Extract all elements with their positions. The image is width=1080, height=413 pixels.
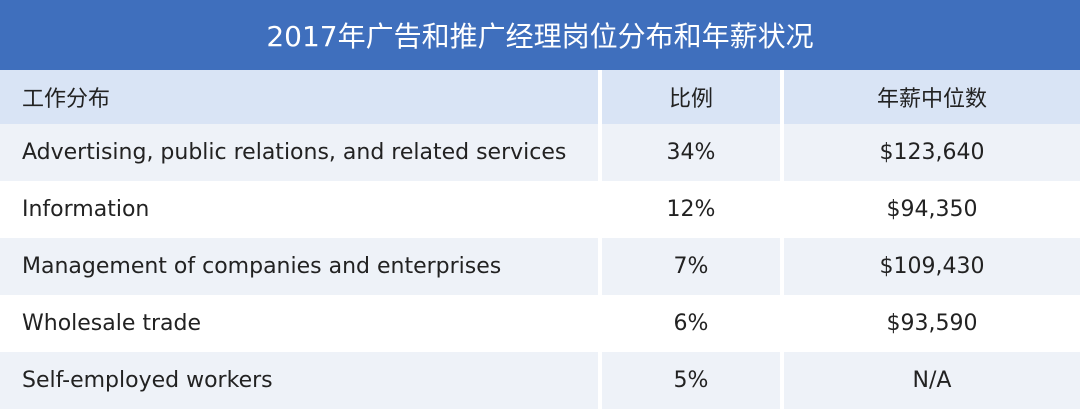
table-row: Management of companies and enterprises 7… bbox=[0, 238, 1080, 295]
title: 2017年广告和推广经理岗位分布和年薪状况 bbox=[0, 0, 1080, 70]
table-cell: Management of companies and enterprises bbox=[0, 238, 602, 295]
table-cell: N/A bbox=[782, 352, 1080, 409]
table-row: Advertising, public relations, and relat… bbox=[0, 124, 1080, 181]
table-cell: 7% bbox=[600, 238, 784, 295]
table-cell: 6% bbox=[600, 295, 784, 352]
table-cell: 5% bbox=[600, 352, 784, 409]
table-body: 工作分布 比例 年薪中位数 Advertising, public relations… bbox=[0, 70, 1080, 409]
table-cell: 12% bbox=[600, 181, 784, 238]
table-row: Self-employed workers 5% N/A bbox=[0, 352, 1080, 409]
table-cell: Advertising, public relations, and relat… bbox=[0, 124, 602, 181]
table: 工作分布 比例 年薪中位数 Advertising, public relations… bbox=[0, 70, 1080, 409]
table-cell: 34% bbox=[600, 124, 784, 181]
header-row: 工作分布 比例 年薪中位数 bbox=[0, 70, 1080, 124]
header-cell: 比例 bbox=[600, 70, 784, 124]
header-cell: 工作分布 bbox=[0, 70, 602, 124]
table-cell: $109,430 bbox=[782, 238, 1080, 295]
table-cell: $93,590 bbox=[782, 295, 1080, 352]
table-cell: Self-employed workers bbox=[0, 352, 602, 409]
table-row: Wholesale trade 6% $93,590 bbox=[0, 295, 1080, 352]
table-cell: Information bbox=[0, 181, 602, 238]
table-cell: $123,640 bbox=[782, 124, 1080, 181]
table-cell: $94,350 bbox=[782, 181, 1080, 238]
table-row: Information 12% $94,350 bbox=[0, 181, 1080, 238]
table-cell: Wholesale trade bbox=[0, 295, 602, 352]
header-cell: 年薪中位数 bbox=[782, 70, 1080, 124]
